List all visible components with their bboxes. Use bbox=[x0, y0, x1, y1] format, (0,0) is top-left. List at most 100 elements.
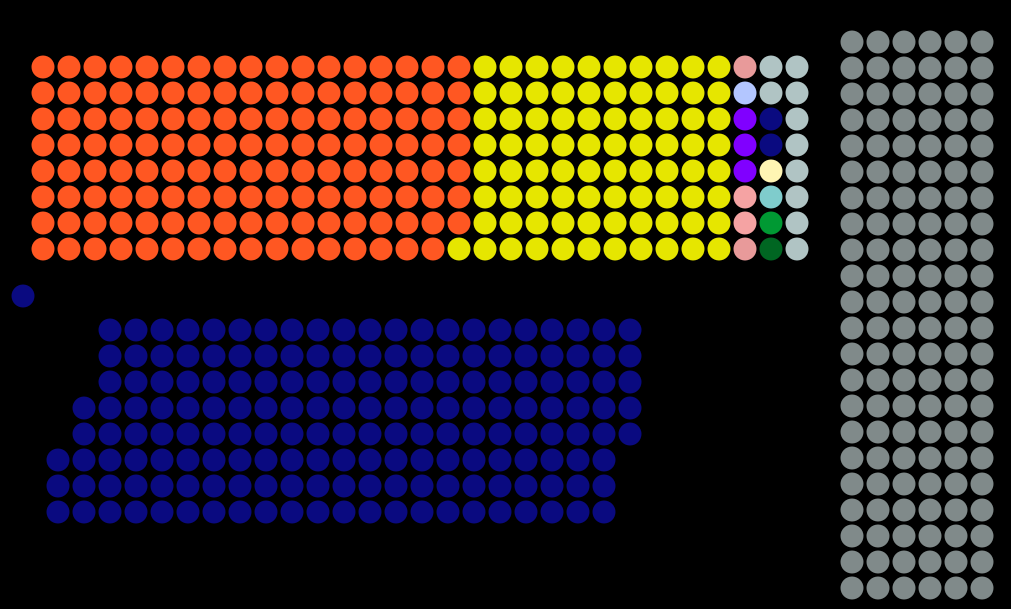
lower-seat bbox=[333, 475, 356, 498]
lower-seat bbox=[307, 345, 330, 368]
right-seat bbox=[945, 317, 968, 340]
upper-seat bbox=[292, 82, 315, 105]
right-seat bbox=[919, 213, 942, 236]
upper-seat bbox=[734, 186, 757, 209]
upper-seat bbox=[84, 56, 107, 79]
right-seat bbox=[867, 343, 890, 366]
right-seat bbox=[971, 473, 994, 496]
upper-seat bbox=[344, 160, 367, 183]
upper-seat bbox=[58, 212, 81, 235]
upper-seat bbox=[526, 238, 549, 261]
upper-seat bbox=[162, 108, 185, 131]
upper-seat bbox=[578, 212, 601, 235]
lower-seat bbox=[567, 423, 590, 446]
right-seat bbox=[893, 343, 916, 366]
right-seat bbox=[867, 551, 890, 574]
upper-seat bbox=[84, 160, 107, 183]
upper-seat bbox=[500, 56, 523, 79]
right-seat bbox=[945, 551, 968, 574]
upper-seat bbox=[84, 134, 107, 157]
right-seat bbox=[893, 317, 916, 340]
upper-seat bbox=[474, 82, 497, 105]
upper-seat bbox=[604, 186, 627, 209]
right-seat bbox=[919, 109, 942, 132]
upper-seat bbox=[786, 160, 809, 183]
right-seat bbox=[971, 421, 994, 444]
upper-seat bbox=[760, 134, 783, 157]
lower-seat bbox=[99, 371, 122, 394]
lower-seat bbox=[229, 449, 252, 472]
right-seat bbox=[971, 135, 994, 158]
upper-seat bbox=[604, 238, 627, 261]
upper-seat bbox=[552, 212, 575, 235]
upper-seat bbox=[422, 186, 445, 209]
upper-seat bbox=[578, 82, 601, 105]
lower-seat bbox=[255, 319, 278, 342]
right-seat bbox=[893, 421, 916, 444]
upper-seat bbox=[136, 212, 159, 235]
lower-seat bbox=[567, 319, 590, 342]
right-seat bbox=[867, 473, 890, 496]
upper-seat bbox=[682, 108, 705, 131]
upper-seat bbox=[214, 108, 237, 131]
lower-seat bbox=[567, 501, 590, 524]
upper-seat bbox=[474, 108, 497, 131]
lower-seat bbox=[229, 397, 252, 420]
right-seat bbox=[893, 291, 916, 314]
lower-seat bbox=[203, 423, 226, 446]
lower-seat bbox=[73, 397, 96, 420]
right-seat bbox=[971, 577, 994, 600]
upper-seat bbox=[552, 134, 575, 157]
right-seat bbox=[893, 551, 916, 574]
lower-seat bbox=[619, 371, 642, 394]
right-seat bbox=[945, 213, 968, 236]
lower-seat bbox=[411, 319, 434, 342]
right-seat bbox=[867, 135, 890, 158]
lower-seat bbox=[619, 397, 642, 420]
right-seat bbox=[945, 239, 968, 262]
right-seat bbox=[841, 395, 864, 418]
lower-seat bbox=[203, 371, 226, 394]
lower-seat bbox=[385, 501, 408, 524]
upper-seat bbox=[318, 212, 341, 235]
right-seat bbox=[867, 239, 890, 262]
upper-seat bbox=[292, 56, 315, 79]
right-seat bbox=[971, 343, 994, 366]
lower-seat bbox=[99, 319, 122, 342]
upper-seat bbox=[448, 160, 471, 183]
lower-seat bbox=[307, 449, 330, 472]
upper-seat bbox=[708, 186, 731, 209]
lower-seat bbox=[203, 319, 226, 342]
right-seat bbox=[893, 135, 916, 158]
right-seat bbox=[841, 135, 864, 158]
upper-seat bbox=[656, 56, 679, 79]
lower-seat bbox=[359, 449, 382, 472]
upper-seat bbox=[58, 160, 81, 183]
upper-seat bbox=[214, 186, 237, 209]
upper-seat bbox=[526, 82, 549, 105]
lower-seat bbox=[411, 475, 434, 498]
lower-seat bbox=[411, 397, 434, 420]
upper-seat bbox=[734, 134, 757, 157]
lower-seat bbox=[385, 397, 408, 420]
right-seat bbox=[945, 473, 968, 496]
right-seat bbox=[867, 291, 890, 314]
upper-seat bbox=[318, 108, 341, 131]
right-seat bbox=[945, 447, 968, 470]
upper-seat bbox=[58, 238, 81, 261]
right-seat bbox=[867, 109, 890, 132]
lower-seat bbox=[385, 475, 408, 498]
lower-seat bbox=[125, 449, 148, 472]
upper-seat bbox=[84, 108, 107, 131]
lower-seat bbox=[125, 371, 148, 394]
lower-seat bbox=[437, 397, 460, 420]
upper-seat bbox=[578, 56, 601, 79]
right-seat bbox=[841, 83, 864, 106]
upper-seat bbox=[578, 108, 601, 131]
right-seat bbox=[893, 499, 916, 522]
upper-seat bbox=[526, 56, 549, 79]
upper-seat bbox=[292, 212, 315, 235]
upper-seat bbox=[682, 186, 705, 209]
right-seat bbox=[867, 525, 890, 548]
right-seat bbox=[841, 161, 864, 184]
